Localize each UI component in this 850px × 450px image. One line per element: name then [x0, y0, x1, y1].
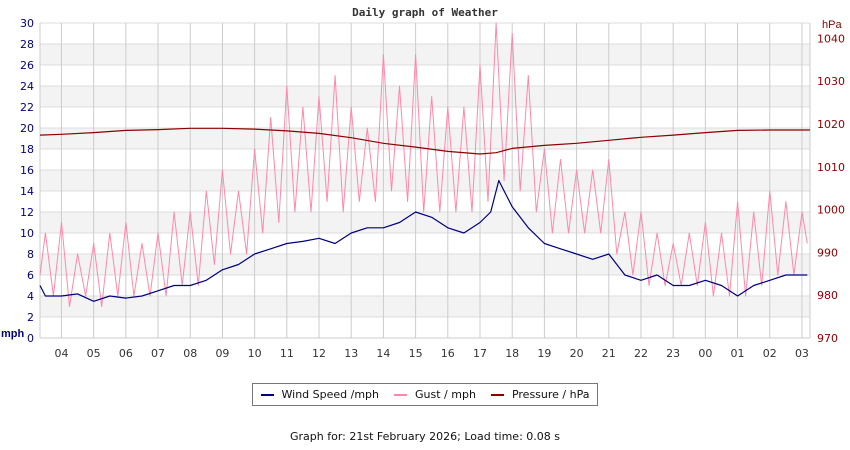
left-tick-label: 22	[20, 101, 34, 114]
left-tick-label: 2	[27, 311, 34, 324]
x-tick-label: 15	[409, 347, 423, 360]
grid-band	[40, 86, 810, 107]
legend-label: Wind Speed /mph	[281, 388, 380, 401]
left-tick-label: 0	[27, 332, 34, 345]
legend-swatch	[260, 393, 274, 396]
left-tick-label: 24	[20, 80, 34, 93]
right-axis-label: hPa	[822, 19, 842, 31]
x-tick-label: 17	[473, 347, 487, 360]
left-axis-label: mph	[1, 328, 25, 340]
legend-label: Gust / mph	[415, 388, 476, 401]
left-tick-label: 4	[27, 290, 34, 303]
left-tick-label: 14	[20, 185, 34, 198]
series-line-wind-speed	[39, 179, 808, 302]
x-tick-label: 12	[312, 347, 326, 360]
right-tick-label: 980	[817, 289, 838, 302]
x-tick-label: 16	[441, 347, 455, 360]
right-tick-label: 1000	[817, 204, 845, 217]
x-tick-label: 19	[537, 347, 551, 360]
x-tick-label: 08	[183, 347, 197, 360]
right-tick-label: 1020	[817, 118, 845, 131]
x-tick-label: 03	[795, 347, 809, 360]
grid-band	[40, 254, 810, 275]
x-tick-label: 02	[763, 347, 777, 360]
x-tick-label: 20	[570, 347, 584, 360]
x-tick-label: 01	[731, 347, 745, 360]
left-tick-label: 30	[20, 17, 34, 30]
footer-text: Graph for: 21st February 2026; Load time…	[289, 430, 560, 443]
left-tick-label: 8	[27, 248, 34, 261]
right-tick-label: 1040	[817, 32, 845, 45]
x-tick-label: 10	[248, 347, 262, 360]
left-tick-label: 6	[27, 269, 34, 282]
right-tick-label: 970	[817, 332, 838, 345]
right-tick-label: 1030	[817, 75, 845, 88]
grid-band	[40, 296, 810, 317]
legend-swatch	[490, 393, 504, 396]
x-tick-label: 23	[666, 347, 680, 360]
x-tick-label: 18	[505, 347, 519, 360]
legend-swatch	[394, 393, 408, 396]
left-tick-label: 20	[20, 122, 34, 135]
x-tick-label: 00	[698, 347, 712, 360]
x-tick-label: 04	[54, 347, 68, 360]
legend-label: Pressure / hPa	[511, 388, 590, 401]
legend-item-gust: Gust / mph	[394, 388, 476, 401]
left-tick-label: 16	[20, 164, 34, 177]
left-tick-label: 12	[20, 206, 34, 219]
x-tick-label: 21	[602, 347, 616, 360]
right-tick-label: 990	[817, 246, 838, 259]
x-tick-label: 11	[280, 347, 294, 360]
weather-chart: Daily graph of Weather 02468101214161820…	[1, 6, 845, 360]
grid-band	[40, 44, 810, 65]
chart-title: Daily graph of Weather	[352, 6, 498, 19]
left-tick-label: 10	[20, 227, 34, 240]
grid-band	[40, 128, 810, 149]
grid-band	[40, 212, 810, 233]
left-tick-label: 18	[20, 143, 34, 156]
x-tick-label: 14	[376, 347, 390, 360]
right-tick-label: 1010	[817, 161, 845, 174]
grid-band	[40, 170, 810, 191]
left-tick-label: 26	[20, 59, 34, 72]
x-tick-label: 05	[87, 347, 101, 360]
x-tick-label: 07	[151, 347, 165, 360]
legend: Wind Speed /mph Gust / mph Pressure / hP…	[252, 383, 598, 406]
x-tick-label: 06	[119, 347, 133, 360]
x-tick-label: 22	[634, 347, 648, 360]
legend-item-pressure: Pressure / hPa	[490, 388, 590, 401]
x-tick-label: 13	[344, 347, 358, 360]
x-tick-label: 09	[215, 347, 229, 360]
left-tick-label: 28	[20, 38, 34, 51]
series-line-pressure	[39, 127, 810, 155]
legend-item-wind: Wind Speed /mph	[260, 388, 380, 401]
